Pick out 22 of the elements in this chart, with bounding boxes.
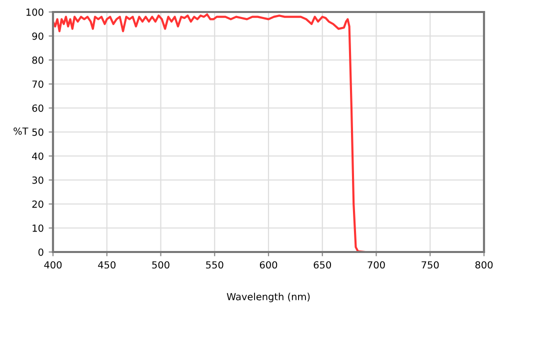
x-tick-label: 800 [475, 261, 493, 269]
x-tick-label: 400 [44, 261, 62, 269]
y-tick-label: 30 [32, 176, 44, 184]
x-tick-label: 600 [260, 261, 278, 269]
y-tick-label: 70 [32, 80, 44, 88]
y-axis-title: %T [14, 127, 28, 135]
y-tick-label: 90 [32, 32, 44, 40]
y-tick-label: 20 [32, 200, 44, 208]
x-tick-label: 450 [98, 261, 116, 269]
x-tick-label: 750 [422, 261, 439, 269]
y-tick-label: 100 [26, 8, 44, 16]
y-tick-label: 60 [32, 104, 44, 112]
x-tick-label: 650 [314, 261, 332, 269]
y-tick-label: 0 [38, 248, 44, 256]
x-axis-title: Wavelength (nm) [226, 292, 310, 302]
y-tick-label: 80 [32, 56, 44, 64]
y-tick-label: 40 [32, 152, 44, 160]
x-tick-label: 500 [152, 261, 170, 269]
x-tick-label: 700 [368, 261, 385, 269]
x-tick-label: 550 [206, 261, 224, 269]
y-tick-label: 50 [32, 128, 44, 136]
y-tick-label: 10 [32, 224, 44, 232]
